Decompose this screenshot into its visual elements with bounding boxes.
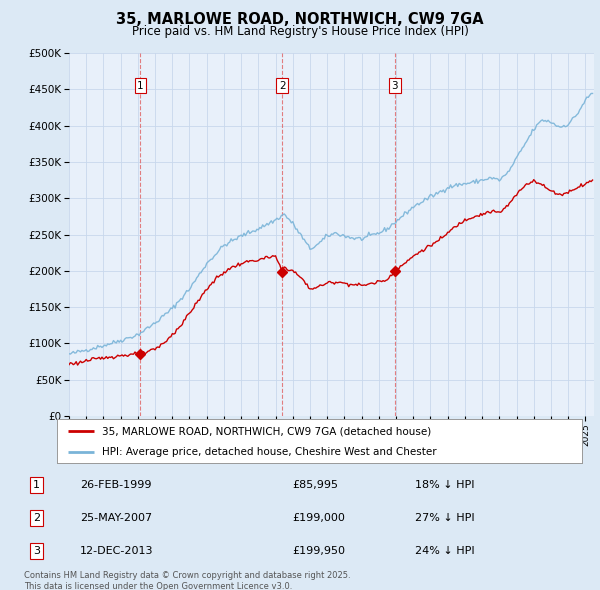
Text: 1: 1 — [33, 480, 40, 490]
Text: £199,950: £199,950 — [292, 546, 345, 556]
Text: 3: 3 — [33, 546, 40, 556]
Text: 26-FEB-1999: 26-FEB-1999 — [80, 480, 151, 490]
Text: 35, MARLOWE ROAD, NORTHWICH, CW9 7GA: 35, MARLOWE ROAD, NORTHWICH, CW9 7GA — [116, 12, 484, 27]
Text: HPI: Average price, detached house, Cheshire West and Chester: HPI: Average price, detached house, Ches… — [101, 447, 436, 457]
Text: 24% ↓ HPI: 24% ↓ HPI — [415, 546, 474, 556]
Text: £199,000: £199,000 — [292, 513, 345, 523]
Text: 2: 2 — [33, 513, 40, 523]
Text: £85,995: £85,995 — [292, 480, 338, 490]
Text: Price paid vs. HM Land Registry's House Price Index (HPI): Price paid vs. HM Land Registry's House … — [131, 25, 469, 38]
Text: 25-MAY-2007: 25-MAY-2007 — [80, 513, 152, 523]
Text: 12-DEC-2013: 12-DEC-2013 — [80, 546, 154, 556]
Text: 35, MARLOWE ROAD, NORTHWICH, CW9 7GA (detached house): 35, MARLOWE ROAD, NORTHWICH, CW9 7GA (de… — [101, 427, 431, 436]
Text: 1: 1 — [137, 81, 144, 91]
Text: 27% ↓ HPI: 27% ↓ HPI — [415, 513, 474, 523]
Text: 2: 2 — [279, 81, 286, 91]
Text: 3: 3 — [391, 81, 398, 91]
Text: Contains HM Land Registry data © Crown copyright and database right 2025.
This d: Contains HM Land Registry data © Crown c… — [24, 571, 350, 590]
Text: 18% ↓ HPI: 18% ↓ HPI — [415, 480, 474, 490]
